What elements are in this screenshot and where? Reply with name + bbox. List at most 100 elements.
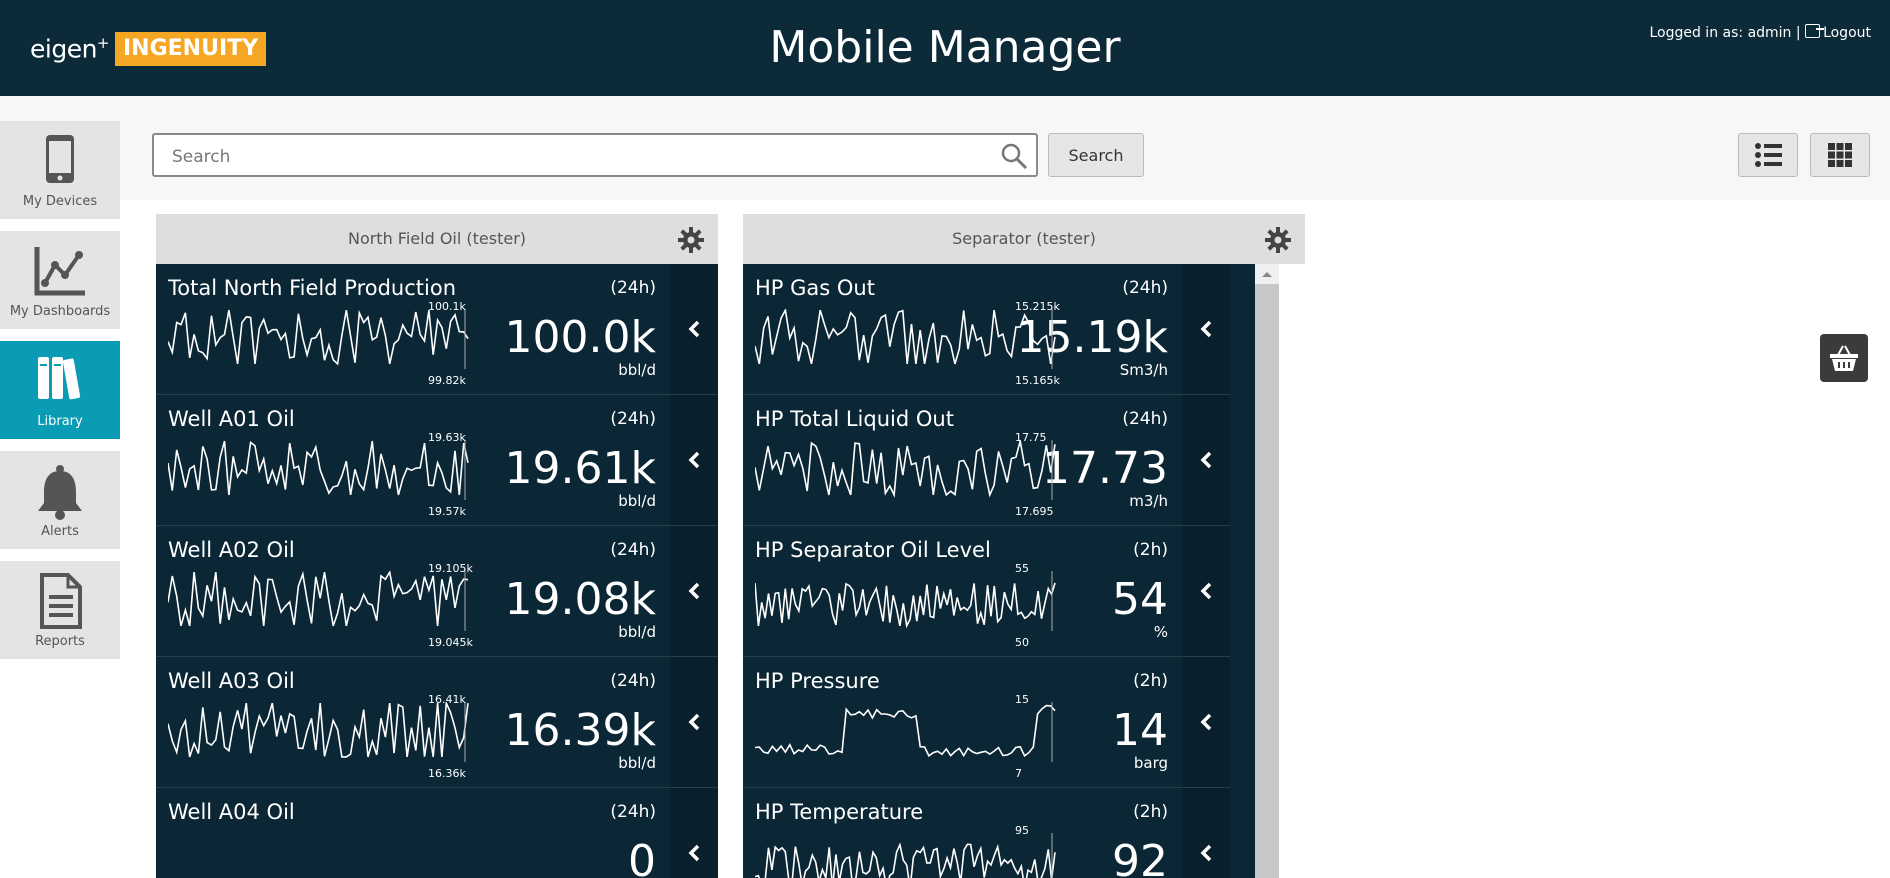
search-input[interactable] bbox=[170, 144, 974, 170]
sparkline bbox=[168, 309, 469, 369]
data-tile[interactable]: Total North Field Production (24h) 100.0k b… bbox=[156, 264, 718, 395]
bell-icon bbox=[38, 465, 82, 520]
panel-tile-list: HP Gas Out (24h) 15.19k Sm3/h 15.215k 15.165k… bbox=[743, 264, 1305, 878]
tile-unit: barg bbox=[1133, 754, 1168, 772]
tile-value: 15.19k bbox=[1016, 312, 1168, 363]
data-tile[interactable]: HP Separator Oil Level (2h) 54% 55 50 bbox=[743, 526, 1230, 657]
data-tile[interactable]: Well A04 Oil (24h) 0 bbox=[156, 788, 718, 878]
search-button[interactable]: Search bbox=[1048, 133, 1144, 177]
tile-title: Total North Field Production bbox=[168, 276, 457, 300]
data-tile[interactable]: HP Temperature (2h) 92 95 bbox=[743, 788, 1230, 878]
sidebar-item-alerts[interactable]: Alerts bbox=[0, 451, 120, 549]
chevron-left-icon bbox=[1200, 582, 1212, 600]
eigen-ingenuity-logo[interactable]: eigen+ INGENUITY bbox=[30, 31, 267, 67]
tile-expand-button[interactable] bbox=[1182, 788, 1230, 878]
sparkline-min-label: 15.165k bbox=[1015, 374, 1060, 387]
basket-icon bbox=[1830, 345, 1858, 371]
sparkline-min-label: 19.57k bbox=[428, 505, 466, 518]
tile-expand-button[interactable] bbox=[1182, 395, 1230, 525]
phone-icon bbox=[46, 135, 74, 183]
gear-icon[interactable] bbox=[1265, 227, 1291, 253]
chevron-left-icon bbox=[688, 713, 700, 731]
sidebar-item-label: Library bbox=[37, 414, 83, 429]
tile-expand-button[interactable] bbox=[1182, 526, 1230, 656]
data-tile[interactable]: Well A03 Oil (24h) 16.39k bbl/d 16.41k 16.36k bbox=[156, 657, 718, 788]
sparkline-min-label: 19.045k bbox=[428, 636, 473, 649]
sidebar-item-my-devices[interactable]: My Devices bbox=[0, 121, 120, 219]
sparkline-max-label: 16.41k bbox=[428, 693, 466, 706]
sidebar-item-reports[interactable]: Reports bbox=[0, 561, 120, 659]
sparkline-max-label: 19.105k bbox=[428, 562, 473, 575]
data-tile[interactable]: Well A02 Oil (24h) 19.08k bbl/d 19.105k 19.04… bbox=[156, 526, 718, 657]
tile-unit: bbl/d bbox=[618, 754, 656, 772]
sidebar: My Devices My Dashboards Library Alerts bbox=[0, 121, 120, 671]
tile-expand-button[interactable] bbox=[670, 526, 718, 656]
chevron-left-icon bbox=[1200, 844, 1212, 862]
data-tile[interactable]: HP Pressure (2h) 14 barg 15 7 bbox=[743, 657, 1230, 788]
sparkline-max-label: 100.1k bbox=[428, 300, 466, 313]
data-tile[interactable]: Well A01 Oil (24h) 19.61k bbl/d 19.63k 19.57k bbox=[156, 395, 718, 526]
scroll-up-arrow-icon bbox=[1262, 272, 1272, 277]
tile-expand-button[interactable] bbox=[670, 264, 718, 394]
panel-title: Separator (tester) bbox=[952, 229, 1096, 248]
sidebar-item-my-dashboards[interactable]: My Dashboards bbox=[0, 231, 120, 329]
search-box bbox=[152, 133, 1038, 177]
sparkline bbox=[755, 309, 1056, 369]
panel-scrollbar[interactable] bbox=[1255, 264, 1279, 878]
tile-expand-button[interactable] bbox=[1182, 264, 1230, 394]
tile-title: Well A01 Oil bbox=[168, 407, 295, 431]
tile-period: (24h) bbox=[610, 671, 656, 691]
chevron-left-icon bbox=[688, 451, 700, 469]
tile-value: 17.73 bbox=[1042, 443, 1168, 494]
sidebar-item-label: Alerts bbox=[41, 524, 79, 539]
tile-value: 19.08k bbox=[504, 574, 656, 625]
tile-unit: bbl/d bbox=[618, 492, 656, 510]
logged-in-label: Logged in as: admin | bbox=[1649, 25, 1801, 41]
tile-value: 16.39k bbox=[504, 705, 656, 756]
list-view-button[interactable] bbox=[1738, 133, 1798, 177]
tile-title: HP Pressure bbox=[755, 669, 880, 693]
gear-icon[interactable] bbox=[678, 227, 704, 253]
tile-title: HP Total Liquid Out bbox=[755, 407, 954, 431]
logout-link[interactable]: Logout bbox=[1805, 24, 1871, 41]
tile-unit: Sm3/h bbox=[1119, 361, 1168, 379]
data-tile[interactable]: HP Gas Out (24h) 15.19k Sm3/h 15.215k 15.165k bbox=[743, 264, 1230, 395]
panel-title: North Field Oil (tester) bbox=[347, 229, 527, 248]
tile-expand-button[interactable] bbox=[1182, 657, 1230, 787]
document-icon bbox=[40, 573, 82, 629]
tile-period: (24h) bbox=[1122, 409, 1168, 429]
tile-period: (24h) bbox=[610, 802, 656, 822]
tile-period: (2h) bbox=[1133, 540, 1168, 560]
tile-expand-button[interactable] bbox=[670, 788, 718, 878]
basket-button[interactable] bbox=[1820, 334, 1868, 382]
tile-value: 19.61k bbox=[504, 443, 656, 494]
sidebar-item-library[interactable]: Library bbox=[0, 341, 120, 439]
data-tile[interactable]: HP Total Liquid Out (24h) 17.73 m3/h 17.75 17… bbox=[743, 395, 1230, 526]
tile-title: Well A02 Oil bbox=[168, 538, 295, 562]
app-header: eigen+ INGENUITY Mobile Manager Logged i… bbox=[0, 0, 1890, 96]
sparkline-max-label: 95 bbox=[1015, 824, 1029, 837]
chevron-left-icon bbox=[1200, 713, 1212, 731]
scroll-up-button[interactable] bbox=[1255, 264, 1279, 284]
login-status: Logged in as: admin | Logout bbox=[1649, 24, 1871, 41]
sparkline bbox=[755, 833, 1056, 878]
search-icon[interactable] bbox=[1000, 142, 1028, 170]
tile-value: 100.0k bbox=[504, 312, 656, 363]
books-icon bbox=[38, 357, 81, 400]
chevron-left-icon bbox=[688, 844, 700, 862]
grid-view-button[interactable] bbox=[1810, 133, 1870, 177]
chevron-left-icon bbox=[1200, 451, 1212, 469]
tile-expand-button[interactable] bbox=[670, 657, 718, 787]
sidebar-item-label: Reports bbox=[35, 634, 85, 649]
panel-header: Separator (tester) bbox=[743, 214, 1305, 264]
tile-title: HP Gas Out bbox=[755, 276, 875, 300]
chevron-left-icon bbox=[688, 582, 700, 600]
logo-eigen-text: eigen+ bbox=[30, 34, 110, 64]
sparkline-min-label: 99.82k bbox=[428, 374, 466, 387]
tile-unit: m3/h bbox=[1129, 492, 1168, 510]
tile-period: (2h) bbox=[1133, 802, 1168, 822]
tile-period: (24h) bbox=[610, 278, 656, 298]
sidebar-item-label: My Dashboards bbox=[9, 304, 111, 319]
tile-expand-button[interactable] bbox=[670, 395, 718, 525]
dashboard-panel-north-field-oil: North Field Oil (tester) Total North Fie… bbox=[156, 214, 718, 878]
